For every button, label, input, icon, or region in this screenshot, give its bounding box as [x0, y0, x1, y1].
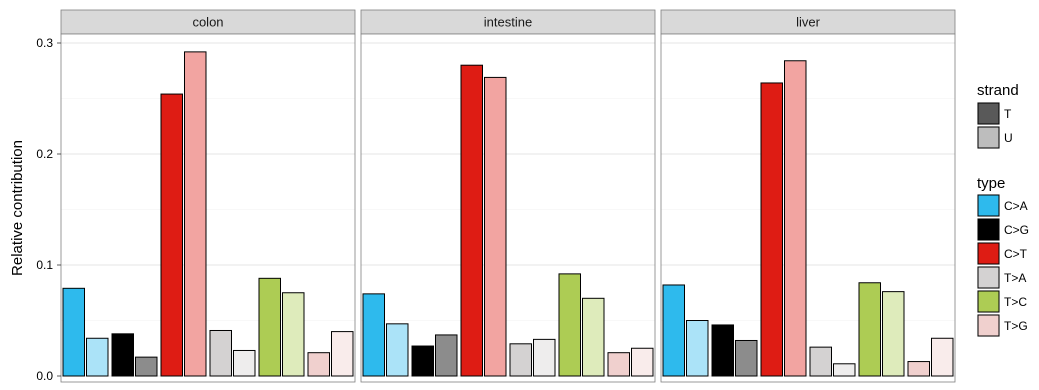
y-tick-label: 0.2 [36, 147, 53, 161]
bar-liver-CtoA-U [686, 320, 709, 377]
bar-colon-CtoA-U [86, 337, 109, 377]
bar-liver-TtoA-U [833, 363, 856, 377]
legend-label-type: C>A [1004, 199, 1028, 213]
legend-label-type: T>C [1004, 295, 1027, 309]
legend-label-type: T>G [1004, 319, 1028, 333]
bar-intestine-TtoG-T [607, 352, 630, 377]
y-axis-title: Relative contribution [9, 140, 26, 276]
panel-background [361, 34, 655, 382]
bar-intestine-TtoC-T [558, 273, 581, 377]
bar-liver-TtoC-T [858, 282, 881, 377]
bar-colon-CtoT-T [160, 93, 183, 377]
bar-colon-TtoC-U [282, 292, 305, 377]
legend-key-type-CtoT [977, 242, 1000, 265]
legend-key-strand-U [977, 126, 1000, 149]
legend-key-strand-T [977, 102, 1000, 125]
facet-panel-intestine: intestine [360, 9, 656, 383]
bar-intestine-CtoT-U [484, 76, 507, 377]
bar-liver-CtoG-T [711, 324, 734, 377]
bar-liver-TtoA-T [809, 346, 832, 377]
bar-colon-CtoT-U [184, 51, 207, 377]
bar-intestine-TtoG-U [631, 347, 654, 377]
bar-liver-CtoG-U [735, 339, 758, 377]
facet-panels: colon intestine liver [60, 9, 956, 383]
legend-key-type-CtoA [977, 194, 1000, 217]
bar-colon-TtoC-T [258, 277, 281, 377]
bar-liver-CtoA-T [662, 284, 685, 377]
legend-key-type-TtoA [977, 266, 1000, 289]
legend-key-type-TtoG [977, 314, 1000, 337]
facet-strip [660, 9, 956, 35]
bar-liver-TtoG-T [907, 361, 930, 377]
panel-border [360, 33, 656, 383]
legend-label-strand: T [1004, 107, 1012, 121]
legend-title-strand: strand [977, 82, 1019, 99]
y-tick-label: 0.1 [36, 258, 53, 272]
y-tick-label: 0.3 [36, 36, 53, 50]
bar-intestine-CtoA-T [362, 293, 385, 377]
bar-colon-CtoG-U [135, 356, 158, 377]
legend-label-type: C>T [1004, 247, 1028, 261]
bar-colon-TtoG-T [307, 352, 330, 377]
facet-panel-liver: liver [660, 9, 956, 383]
legend-label-strand: U [1004, 131, 1013, 145]
y-axis: 0.0 0.1 0.2 0.3 [36, 36, 61, 383]
bar-colon-TtoA-T [209, 329, 232, 377]
bar-liver-CtoT-U [784, 60, 807, 377]
bar-intestine-CtoG-U [435, 334, 458, 377]
panel-background [61, 34, 355, 382]
bar-intestine-CtoA-U [386, 323, 409, 377]
bar-intestine-TtoC-U [582, 297, 605, 377]
panel-border [60, 33, 356, 383]
facet-label: intestine [484, 15, 532, 30]
bar-colon-TtoG-U [331, 331, 354, 377]
bar-liver-TtoG-U [931, 337, 954, 377]
legend-key-type-TtoC [977, 290, 1000, 313]
facet-label: liver [796, 15, 821, 30]
bar-colon-CtoA-T [62, 287, 85, 377]
bar-liver-CtoT-T [760, 82, 783, 377]
bar-intestine-CtoT-T [460, 64, 483, 377]
legend-key-type-CtoG [977, 218, 1000, 241]
bar-liver-TtoC-U [882, 291, 905, 377]
bar-colon-CtoG-T [111, 333, 134, 377]
bar-colon-TtoA-U [233, 349, 256, 377]
facet-strip [60, 9, 356, 35]
legend-title-type: type [977, 175, 1005, 192]
facet-strip [360, 9, 656, 35]
legend-label-type: C>G [1004, 223, 1029, 237]
legend-label-type: T>A [1004, 271, 1026, 285]
panel-background [661, 34, 955, 382]
facet-label: colon [192, 15, 223, 30]
bar-intestine-CtoG-T [411, 345, 434, 377]
bar-intestine-TtoA-T [509, 343, 532, 377]
facet-panel-colon: colon [60, 9, 356, 383]
bar-intestine-TtoA-U [533, 338, 556, 377]
y-tick-label: 0.0 [36, 369, 53, 383]
panel-border [660, 33, 956, 383]
